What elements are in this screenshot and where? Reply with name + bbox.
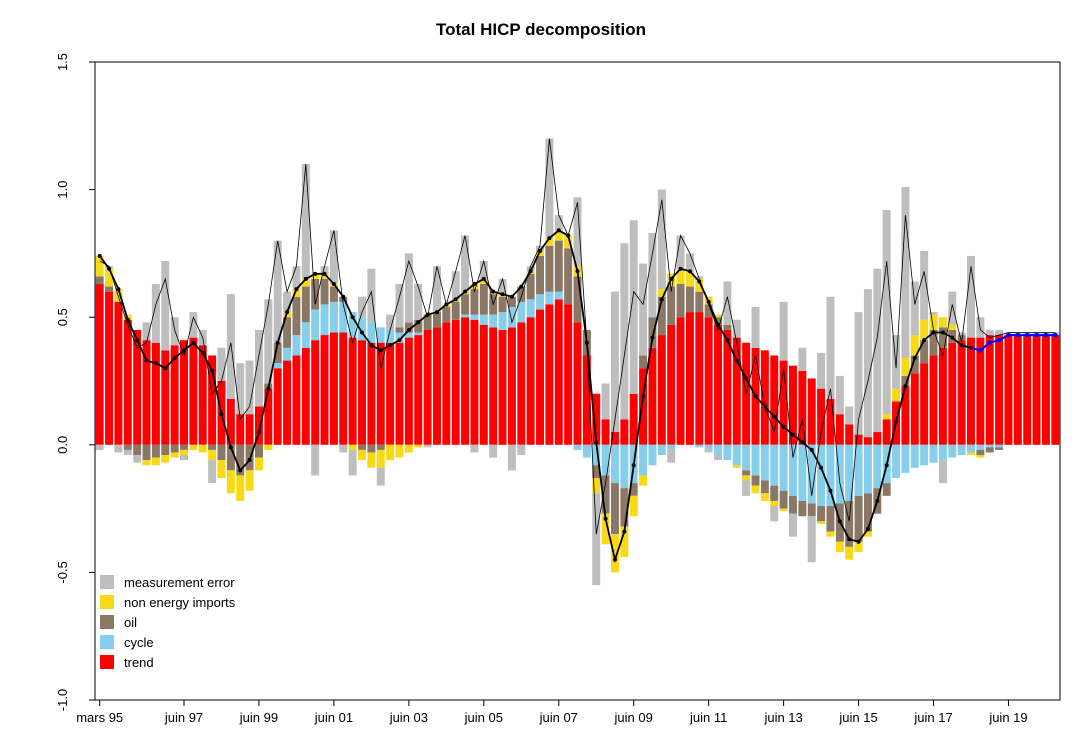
svg-text:cycle: cycle: [124, 635, 154, 650]
chart-title: Total HICP decomposition: [0, 20, 1082, 40]
svg-text:juin 05: juin 05: [464, 710, 503, 725]
svg-text:0.5: 0.5: [55, 308, 70, 326]
svg-text:juin 11: juin 11: [689, 710, 727, 725]
svg-text:juin 01: juin 01: [314, 710, 353, 725]
chart-svg: -1.0 -0.5 0.0 0.5 1.0 1.5 mars 95 juin 97 juin 9…: [0, 0, 1082, 740]
svg-text:juin 13: juin 13: [763, 710, 802, 725]
svg-text:juin 03: juin 03: [389, 710, 428, 725]
svg-text:0.0: 0.0: [55, 436, 70, 454]
svg-text:juin 99: juin 99: [239, 710, 278, 725]
svg-text:-1.0: -1.0: [55, 689, 70, 711]
legend: measurement error non energy imports oil cy…: [100, 575, 236, 670]
svg-text:juin 09: juin 09: [614, 710, 653, 725]
svg-text:trend: trend: [124, 655, 154, 670]
svg-text:juin 17: juin 17: [913, 710, 952, 725]
svg-text:-0.5: -0.5: [55, 561, 70, 583]
svg-text:measurement error: measurement error: [124, 575, 235, 590]
svg-text:juin 07: juin 07: [539, 710, 578, 725]
svg-text:juin 97: juin 97: [164, 710, 203, 725]
svg-text:1.0: 1.0: [55, 181, 70, 199]
svg-text:non energy imports: non energy imports: [124, 595, 236, 610]
svg-text:juin 19: juin 19: [988, 710, 1027, 725]
svg-text:oil: oil: [124, 615, 137, 630]
chart-container: Total HICP decomposition -1.0 -0.5 0.0 0.5 1…: [0, 0, 1082, 740]
svg-text:1.5: 1.5: [55, 53, 70, 71]
svg-text:mars 95: mars 95: [76, 710, 123, 725]
svg-text:juin 15: juin 15: [838, 710, 877, 725]
